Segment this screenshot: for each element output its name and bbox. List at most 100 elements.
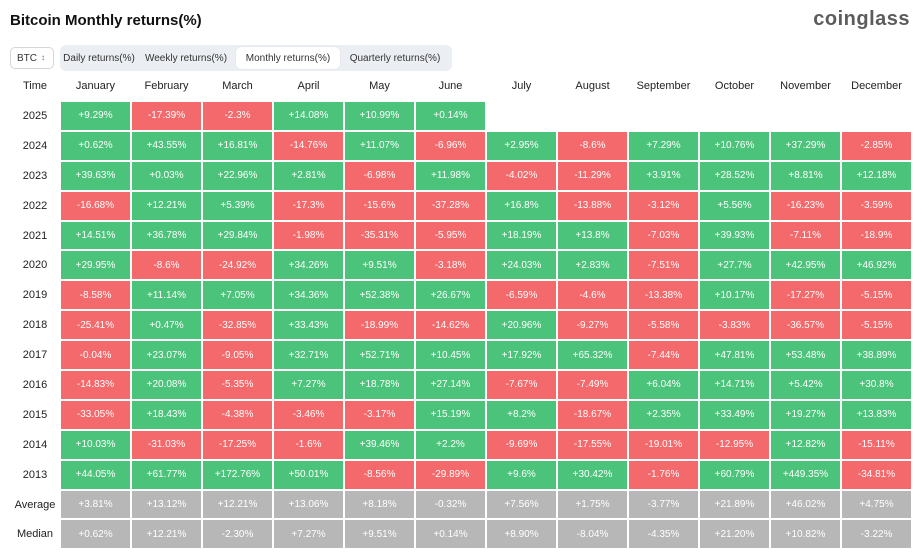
stat-cell: -8.04% bbox=[558, 520, 627, 549]
column-header-month: October bbox=[714, 80, 755, 92]
return-cell: +2.2% bbox=[416, 430, 485, 459]
return-cell: -7.51% bbox=[629, 251, 698, 280]
return-cell: -4.6% bbox=[558, 281, 627, 310]
stat-cell: +12.21% bbox=[132, 520, 201, 549]
return-cell: +172.76% bbox=[203, 460, 272, 489]
tab-weekly-returns[interactable]: Weekly returns(%) bbox=[144, 52, 228, 64]
return-cell: +28.52% bbox=[700, 161, 769, 190]
return-cell: +10.03% bbox=[61, 430, 130, 459]
return-cell: +52.38% bbox=[345, 281, 414, 310]
return-cell: -3.17% bbox=[345, 400, 414, 429]
return-cell: +46.92% bbox=[842, 251, 911, 280]
stat-cell: +1.75% bbox=[558, 490, 627, 519]
return-cell: +29.84% bbox=[203, 221, 272, 250]
return-cell: -17.3% bbox=[274, 191, 343, 220]
row-label-year: 2023 bbox=[22, 169, 48, 182]
return-cell: +18.43% bbox=[132, 400, 201, 429]
return-cell: +5.39% bbox=[203, 191, 272, 220]
return-cell: +7.05% bbox=[203, 281, 272, 310]
return-cell: +10.17% bbox=[700, 281, 769, 310]
return-cell: +5.56% bbox=[700, 191, 769, 220]
return-cell: +30.8% bbox=[842, 371, 911, 399]
return-cell: +11.98% bbox=[416, 161, 485, 190]
return-cell: +19.27% bbox=[771, 400, 840, 429]
return-cell: +17.92% bbox=[487, 341, 556, 370]
return-cell: -18.99% bbox=[345, 311, 414, 340]
tab-quarterly-returns[interactable]: Quarterly returns(%) bbox=[349, 52, 441, 64]
stat-cell: +13.06% bbox=[274, 490, 343, 519]
return-cell bbox=[487, 102, 556, 130]
return-cell: +10.45% bbox=[416, 341, 485, 370]
return-cell: -11.29% bbox=[558, 161, 627, 190]
return-cell: +61.77% bbox=[132, 460, 201, 489]
row-label-year: 2024 bbox=[22, 139, 48, 152]
return-cell: +37.29% bbox=[771, 131, 840, 160]
return-cell: -5.95% bbox=[416, 221, 485, 250]
return-cell: +33.43% bbox=[274, 311, 343, 340]
stat-cell: +8.18% bbox=[345, 490, 414, 519]
stat-cell: +3.81% bbox=[61, 490, 130, 519]
return-cell: +60.79% bbox=[700, 460, 769, 489]
return-cell: +18.19% bbox=[487, 221, 556, 250]
return-cell: +9.51% bbox=[345, 251, 414, 280]
return-cell: +449.35% bbox=[771, 460, 840, 489]
stat-cell: -0.32% bbox=[416, 490, 485, 519]
stat-cell: +10.82% bbox=[771, 520, 840, 549]
stat-cell: +46.02% bbox=[771, 490, 840, 519]
row-label-year: 2016 bbox=[22, 378, 48, 391]
column-header-month: March bbox=[222, 80, 253, 92]
return-cell: -8.6% bbox=[132, 251, 201, 280]
monthly-returns-table: Time January February March April May June July… bbox=[10, 71, 912, 549]
row-label-year: 2019 bbox=[22, 289, 48, 302]
tab-daily-returns[interactable]: Daily returns(%) bbox=[63, 52, 135, 64]
return-cell: +39.93% bbox=[700, 221, 769, 250]
return-cell: -31.03% bbox=[132, 430, 201, 459]
return-cell: +29.95% bbox=[61, 251, 130, 280]
return-cell: +32.71% bbox=[274, 341, 343, 370]
column-header-time: Time bbox=[22, 80, 48, 92]
return-cell: +20.96% bbox=[487, 311, 556, 340]
return-cell: -1.98% bbox=[274, 221, 343, 250]
coin-select[interactable]: BTC ↕ bbox=[10, 47, 54, 69]
return-cell: -18.9% bbox=[842, 221, 911, 250]
tab-monthly-returns[interactable]: Monthly returns(%) bbox=[236, 47, 340, 69]
return-cell: -8.58% bbox=[61, 281, 130, 310]
return-cell: -8.56% bbox=[345, 460, 414, 489]
return-cell: +11.07% bbox=[345, 131, 414, 160]
column-header-month: November bbox=[780, 80, 831, 92]
column-header-month: September bbox=[636, 80, 691, 92]
column-header-month: February bbox=[144, 80, 189, 92]
row-label-year: 2013 bbox=[22, 468, 48, 481]
return-cell: -17.27% bbox=[771, 281, 840, 310]
return-cell: +15.19% bbox=[416, 400, 485, 429]
return-cell: +34.36% bbox=[274, 281, 343, 310]
return-cell: +22.96% bbox=[203, 161, 272, 190]
return-cell: -15.11% bbox=[842, 430, 911, 459]
return-cell: -4.02% bbox=[487, 161, 556, 190]
column-header-month: August bbox=[575, 80, 610, 92]
return-cell: +16.8% bbox=[487, 191, 556, 220]
return-cell: +12.82% bbox=[771, 430, 840, 459]
row-label-year: 2017 bbox=[22, 349, 48, 362]
return-cell: -12.95% bbox=[700, 430, 769, 459]
return-cell: -13.88% bbox=[558, 191, 627, 220]
row-label-year: 2015 bbox=[22, 408, 48, 421]
return-cell: +2.95% bbox=[487, 131, 556, 160]
return-cell: +9.6% bbox=[487, 460, 556, 489]
return-cell: -7.49% bbox=[558, 371, 627, 399]
return-cell: -2.3% bbox=[203, 102, 272, 130]
stat-cell: +0.62% bbox=[61, 520, 130, 549]
return-cell: -25.41% bbox=[61, 311, 130, 340]
column-header-month: April bbox=[297, 80, 320, 92]
return-cell: +7.27% bbox=[274, 371, 343, 399]
stat-cell: +8.90% bbox=[487, 520, 556, 549]
return-cell: +11.14% bbox=[132, 281, 201, 310]
row-label-stat: Average bbox=[14, 498, 56, 511]
return-cell: -8.6% bbox=[558, 131, 627, 160]
return-cell: +27.7% bbox=[700, 251, 769, 280]
return-cell: +2.35% bbox=[629, 400, 698, 429]
return-cell: -16.23% bbox=[771, 191, 840, 220]
return-cell: +18.78% bbox=[345, 371, 414, 399]
return-cell: -3.46% bbox=[274, 400, 343, 429]
return-cell: +13.8% bbox=[558, 221, 627, 250]
